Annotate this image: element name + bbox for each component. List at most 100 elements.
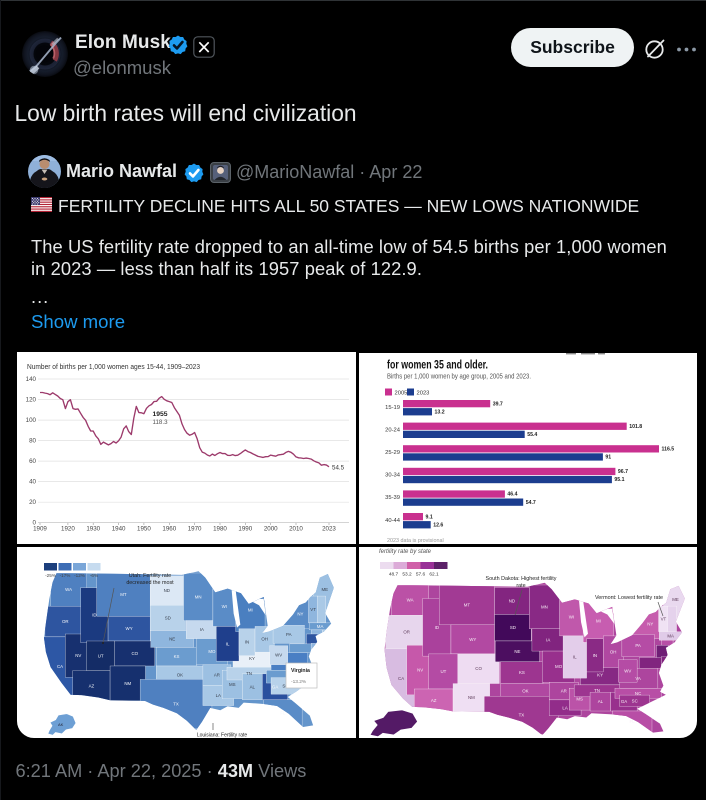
- svg-text:NM: NM: [124, 681, 131, 686]
- svg-text:2023: 2023: [417, 390, 430, 396]
- svg-text:AK: AK: [58, 722, 64, 727]
- svg-text:KS: KS: [519, 670, 525, 675]
- svg-text:IA: IA: [546, 637, 550, 642]
- svg-text:MS: MS: [229, 682, 236, 687]
- svg-text:NY: NY: [297, 612, 303, 617]
- svg-text:WA: WA: [65, 587, 72, 592]
- svg-text:0: 0: [33, 520, 37, 527]
- svg-text:GA: GA: [272, 684, 278, 689]
- svg-text:Vermont: Lowest fertility rate: Vermont: Lowest fertility rate: [595, 595, 663, 601]
- svg-text:OH: OH: [261, 637, 268, 642]
- svg-text:OK: OK: [522, 689, 528, 694]
- svg-text:MT: MT: [120, 592, 127, 597]
- svg-text:WA: WA: [407, 598, 414, 603]
- svg-text:1990: 1990: [238, 526, 252, 533]
- svg-text:AR: AR: [561, 689, 567, 694]
- svg-text:Number of births per 1,000 wom: Number of births per 1,000 women ages 15…: [27, 362, 200, 371]
- svg-text:FL: FL: [630, 719, 636, 724]
- svg-text:-12%: -12%: [74, 573, 85, 578]
- svg-text:MO: MO: [555, 664, 563, 669]
- svg-text:AZ: AZ: [431, 698, 437, 703]
- svg-text:TN: TN: [246, 671, 252, 676]
- svg-text:LA: LA: [216, 693, 221, 698]
- svg-text:MN: MN: [541, 604, 548, 609]
- svg-text:25-29: 25-29: [385, 450, 400, 456]
- svg-text:NE: NE: [514, 649, 520, 654]
- svg-text:40: 40: [29, 479, 36, 486]
- svg-text:KY: KY: [249, 656, 255, 661]
- svg-text:CO: CO: [132, 651, 139, 656]
- svg-text:1909: 1909: [33, 526, 47, 533]
- svg-text:48.7: 48.7: [389, 572, 399, 578]
- svg-text:MN: MN: [195, 594, 202, 599]
- svg-text:NM: NM: [468, 695, 475, 700]
- svg-text:1930: 1930: [86, 526, 100, 533]
- svg-text:SD: SD: [165, 615, 171, 620]
- svg-text:rate: rate: [516, 583, 525, 589]
- svg-text:100: 100: [26, 417, 37, 424]
- svg-text:54.7: 54.7: [526, 499, 536, 505]
- svg-text:WI: WI: [569, 614, 574, 619]
- svg-text:-6%: -6%: [90, 573, 98, 578]
- svg-text:IN: IN: [593, 653, 597, 658]
- svg-text:OK: OK: [177, 672, 183, 677]
- svg-text:80: 80: [29, 438, 36, 445]
- svg-text:VA: VA: [635, 676, 641, 681]
- svg-text:MT: MT: [464, 602, 471, 607]
- svg-text:55.4: 55.4: [527, 432, 537, 438]
- svg-text:MO: MO: [208, 649, 216, 654]
- svg-text:101.8: 101.8: [629, 423, 642, 429]
- svg-text:CO: CO: [475, 666, 482, 671]
- svg-text:-25%: -25%: [45, 573, 56, 578]
- svg-text:IL: IL: [226, 641, 230, 646]
- svg-text:2023: 2023: [322, 526, 336, 533]
- svg-text:46.4: 46.4: [507, 491, 517, 497]
- svg-text:WY: WY: [126, 626, 133, 631]
- svg-text:SD: SD: [510, 625, 516, 630]
- svg-text:CA: CA: [57, 664, 63, 669]
- svg-text:ID: ID: [435, 625, 439, 630]
- svg-text:PA: PA: [286, 632, 292, 637]
- svg-text:35-39: 35-39: [385, 495, 400, 501]
- svg-text:NC: NC: [635, 691, 641, 696]
- svg-text:118.3: 118.3: [152, 419, 168, 426]
- svg-text:15-19: 15-19: [385, 404, 400, 410]
- svg-text:120: 120: [26, 397, 37, 404]
- svg-text:SC: SC: [632, 698, 638, 703]
- svg-text:OR: OR: [403, 630, 410, 635]
- svg-text:NE: NE: [169, 637, 175, 642]
- svg-text:for women 35 and older.: for women 35 and older.: [387, 359, 488, 371]
- svg-text:OR: OR: [62, 619, 69, 624]
- svg-text:1970: 1970: [188, 526, 202, 533]
- svg-text:140: 140: [26, 376, 37, 383]
- svg-text:VT: VT: [661, 616, 667, 621]
- svg-text:South Dakota: Highest fertilit: South Dakota: Highest fertility: [485, 576, 556, 582]
- svg-text:ME: ME: [322, 587, 329, 592]
- svg-text:12.6: 12.6: [433, 522, 443, 528]
- svg-text:TX: TX: [173, 702, 179, 707]
- svg-text:Louisiana: Fertility rate: Louisiana: Fertility rate: [197, 733, 248, 738]
- svg-text:116.5: 116.5: [662, 446, 675, 452]
- svg-text:1960: 1960: [162, 526, 176, 533]
- svg-text:SC: SC: [282, 683, 288, 688]
- svg-text:AL: AL: [598, 699, 604, 704]
- svg-text:LA: LA: [562, 705, 567, 710]
- svg-text:9.1: 9.1: [426, 514, 433, 520]
- svg-text:ND: ND: [164, 588, 170, 593]
- svg-text:39.7: 39.7: [493, 401, 503, 407]
- svg-text:2023 data is provisional: 2023 data is provisional: [387, 538, 444, 544]
- svg-text:KS: KS: [174, 654, 180, 659]
- svg-text:20-24: 20-24: [385, 427, 401, 433]
- svg-text:GA: GA: [621, 699, 627, 704]
- svg-text:ND: ND: [509, 599, 515, 604]
- svg-text:MI: MI: [596, 618, 601, 623]
- svg-text:MA: MA: [317, 624, 324, 629]
- svg-text:91: 91: [605, 454, 611, 460]
- svg-text:IN: IN: [245, 640, 249, 645]
- svg-text:20: 20: [29, 499, 36, 506]
- svg-text:MA: MA: [667, 633, 674, 638]
- svg-text:62.1: 62.1: [429, 572, 439, 578]
- svg-text:IL: IL: [573, 655, 577, 660]
- svg-text:-13.2%: -13.2%: [291, 679, 307, 685]
- svg-text:PA: PA: [635, 643, 641, 648]
